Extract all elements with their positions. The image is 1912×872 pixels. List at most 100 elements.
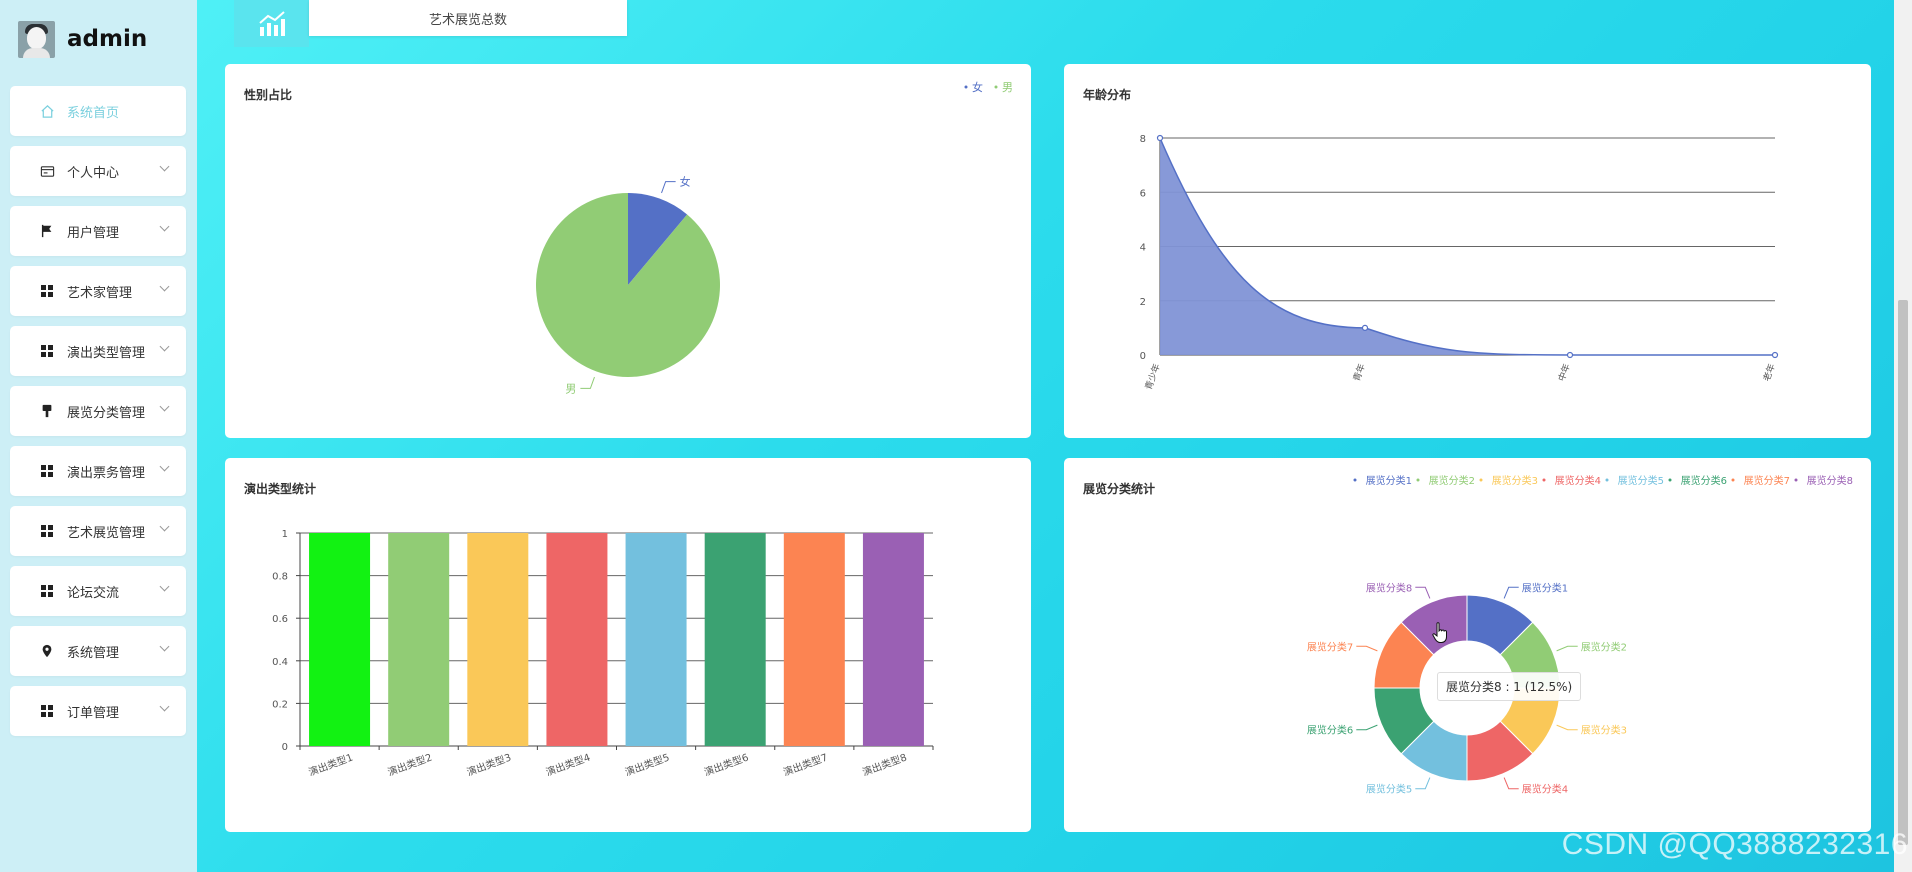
y-tick-label: 0	[282, 742, 288, 753]
grid-icon	[39, 283, 55, 299]
bar	[467, 533, 529, 746]
slice-label: 展览分类1	[1522, 581, 1568, 594]
label-line	[1415, 777, 1431, 790]
x-tick-label: 演出类型2	[386, 751, 434, 779]
legend-marker	[1479, 478, 1483, 482]
x-tick-label: 老年	[1760, 362, 1777, 383]
label-line	[1356, 645, 1378, 652]
label-line	[1503, 586, 1519, 599]
sidebar-item-artist-management[interactable]: 艺术家管理	[10, 266, 186, 316]
grid-icon	[39, 463, 55, 479]
data-point	[1566, 351, 1574, 359]
sidebar-item-label: 艺术家管理	[67, 285, 133, 301]
y-tick-label: 0.6	[272, 614, 288, 625]
y-tick-label: 0.2	[272, 699, 288, 710]
x-tick-label: 演出类型4	[544, 751, 592, 779]
card-title: 年龄分布	[1083, 88, 1132, 102]
legend-label: 展览分类5	[1618, 474, 1664, 487]
grid-icon	[39, 583, 55, 599]
x-tick-label: 演出类型6	[702, 751, 750, 779]
sidebar-item-label: 艺术展览管理	[67, 525, 146, 541]
sidebar-item-personal-center[interactable]: 个人中心	[10, 146, 186, 196]
legend-marker	[1542, 478, 1546, 482]
y-tick-label: 6	[1140, 188, 1146, 199]
sidebar-item-art-exhibition-management[interactable]: 艺术展览管理	[10, 506, 186, 556]
donut-slice	[1400, 594, 1468, 656]
chart-tooltip: 展览分类8 : 1 (12.5%)	[1437, 672, 1582, 701]
legend-label: 男	[1002, 81, 1013, 94]
x-tick-label: 演出类型1	[307, 751, 355, 779]
slice-label: 男	[565, 382, 576, 395]
series-line	[1159, 137, 1775, 356]
sidebar-item-show-type-management[interactable]: 演出类型管理	[10, 326, 186, 376]
grid-icon	[39, 703, 55, 719]
avatar	[18, 20, 55, 58]
pie-slice	[536, 193, 720, 377]
area-fill	[1160, 138, 1775, 355]
id-card-icon	[39, 163, 55, 179]
show-type-bar-chart: 0 0.2 0.4 0.6 0.8 1 演出类型1 演出类型2 演出类型3 演出类型4 演出类型5 演…	[272, 529, 934, 779]
grid-icon	[39, 523, 55, 539]
chevron-down-icon	[159, 161, 170, 172]
legend-marker	[1731, 478, 1735, 482]
gender-ratio-card: 性别占比 女男男女	[225, 64, 1031, 438]
sidebar-item-exhibition-category-management[interactable]: 展览分类管理	[10, 386, 186, 436]
scrollbar-thumb[interactable]	[1898, 300, 1908, 845]
card-title: 性别占比	[244, 88, 293, 102]
legend-label: 展览分类1	[1366, 474, 1412, 487]
card-title: 演出类型统计	[244, 482, 317, 496]
sidebar-item-label: 演出类型管理	[67, 345, 146, 361]
grid-icon	[39, 343, 55, 359]
label-line	[1556, 724, 1578, 731]
bar	[546, 533, 608, 746]
bar	[309, 533, 371, 746]
sidebar-item-home[interactable]: 系统首页	[10, 86, 186, 136]
label-line	[661, 181, 676, 194]
pie-slice	[628, 193, 688, 285]
x-tick-label: 演出类型8	[860, 751, 908, 779]
chevron-down-icon	[159, 341, 170, 352]
brush-icon	[39, 403, 55, 419]
chevron-down-icon	[159, 521, 170, 532]
label-line	[1503, 777, 1519, 790]
sidebar-item-order-management[interactable]: 订单管理	[10, 686, 186, 736]
data-point	[1771, 351, 1779, 359]
x-tick-label: 演出类型5	[623, 751, 671, 779]
sidebar-item-user-management[interactable]: 用户管理	[10, 206, 186, 256]
chevron-down-icon	[159, 221, 170, 232]
chevron-down-icon	[159, 401, 170, 412]
y-tick-label: 1	[282, 529, 288, 540]
location-icon	[39, 643, 55, 659]
legend-label: 女	[972, 80, 983, 94]
y-tick-label: 4	[1140, 243, 1146, 254]
slice-label: 展览分类4	[1522, 783, 1568, 796]
sidebar-item-label: 系统管理	[67, 645, 120, 661]
sidebar-item-system-management[interactable]: 系统管理	[10, 626, 186, 676]
legend-marker	[964, 85, 968, 89]
legend-marker	[1353, 478, 1357, 482]
home-icon	[39, 103, 55, 119]
x-tick-label: 中年	[1555, 362, 1572, 383]
label-line	[1356, 724, 1378, 731]
sidebar-item-ticket-management[interactable]: 演出票务管理	[10, 446, 186, 496]
legend-label: 展览分类3	[1492, 474, 1538, 487]
show-type-card: 演出类型统计 0 0.2 0.4 0.6 0.8 1 演出类型1 演出类型2 演出类型3 演出类型…	[225, 458, 1031, 832]
watermark: CSDN @QQ3888232316	[1561, 828, 1908, 861]
slice-label: 展览分类2	[1581, 640, 1627, 653]
exhibition-total-label: 艺术展览总数	[428, 12, 507, 28]
age-area-chart: 0 2 4 6 8 青少年 青年 中年 老年	[1140, 134, 1779, 391]
user-name: admin	[67, 26, 148, 52]
bar	[862, 533, 924, 746]
sidebar-item-forum[interactable]: 论坛交流	[10, 566, 186, 616]
legend-marker	[1794, 478, 1798, 482]
card-title: 展览分类统计	[1083, 482, 1156, 496]
chevron-down-icon	[159, 281, 170, 292]
bar	[625, 533, 687, 746]
scrollbar[interactable]	[1894, 0, 1912, 872]
y-tick-label: 2	[1140, 297, 1146, 308]
exhibition-category-card: 展览分类统计 展览分类1 展览分类2 展览分类3 展览分类4 展览分类5 展览分类6 展览分…	[1064, 458, 1871, 832]
slice-label: 展览分类7	[1307, 640, 1353, 653]
slice-label: 展览分类8	[1366, 581, 1412, 594]
age-distribution-card: 年龄分布 0 2 4 6 8 青少年 青年 中年 老年	[1064, 64, 1871, 438]
